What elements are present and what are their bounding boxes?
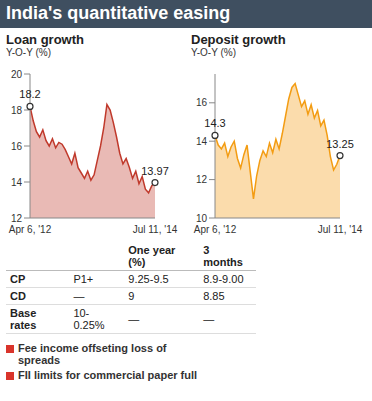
html-text:FII limits for commercial pape: FII limits for commercial paper full	[18, 369, 198, 381]
svg-text:14: 14	[196, 136, 208, 147]
html-text:Loan growth: Loan growth	[6, 32, 84, 47]
svg-text:Apr 6, '12: Apr 6, '12	[9, 224, 52, 235]
svg-text:14: 14	[11, 177, 23, 188]
html-text:CP: CP	[10, 273, 26, 285]
svg-text:13.97: 13.97	[141, 165, 169, 177]
html-text:Base rates: Base rates	[10, 307, 37, 331]
html-text:CD: CD	[10, 290, 26, 302]
html-text:P1+: P1+	[73, 273, 94, 285]
svg-text:18.2: 18.2	[19, 88, 40, 100]
html-text:Y-O-Y (%): Y-O-Y (%)	[191, 47, 236, 58]
html-text:10-0.25%: 10-0.25%	[73, 307, 105, 331]
svg-text:20: 20	[11, 69, 23, 80]
html-text:Deposit growth: Deposit growth	[191, 32, 286, 47]
html-text:India's quantitative easing: India's quantitative easing	[6, 3, 231, 23]
svg-text:12: 12	[11, 213, 23, 224]
svg-text:10: 10	[196, 213, 208, 224]
html-text:9.25-9.5: 9.25-9.5	[128, 273, 169, 285]
svg-text:Apr 6, '12: Apr 6, '12	[194, 224, 237, 235]
svg-text:14.3: 14.3	[204, 117, 225, 129]
html-text:8.9-9.00: 8.9-9.00	[203, 273, 244, 285]
html-text:8.85: 8.85	[203, 290, 225, 302]
svg-text:12: 12	[196, 174, 208, 185]
html-text:One year (%): One year (%)	[128, 244, 176, 268]
svg-text:Jul 11, '14: Jul 11, '14	[318, 224, 363, 235]
svg-text:16: 16	[11, 141, 23, 152]
html-text:Fee income offseting loss of s: Fee income offseting loss of spreads	[18, 342, 167, 366]
svg-text:18: 18	[11, 105, 23, 116]
svg-text:Jul 11, '14: Jul 11, '14	[133, 224, 178, 235]
html-text:Y-O-Y (%): Y-O-Y (%)	[6, 47, 51, 58]
html-text:3 months: 3 months	[203, 244, 243, 268]
svg-text:16: 16	[196, 97, 208, 108]
svg-text:13.25: 13.25	[326, 138, 354, 150]
html-text:9: 9	[128, 290, 135, 302]
